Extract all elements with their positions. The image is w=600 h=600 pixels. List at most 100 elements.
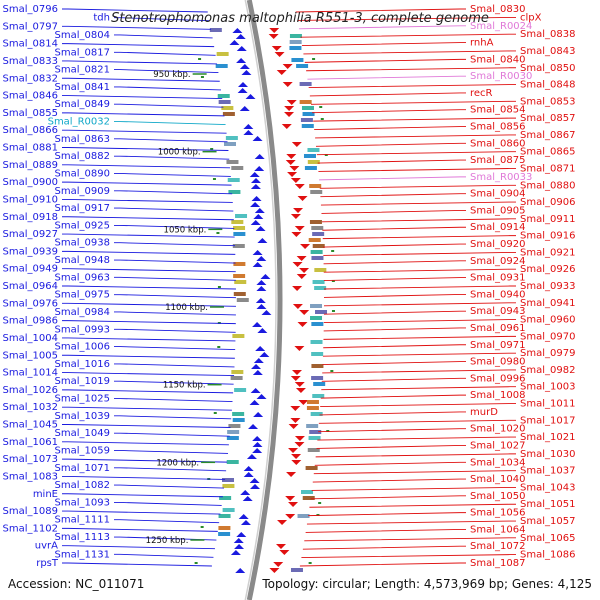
right-strand-feature	[277, 520, 288, 525]
right-label-leader	[320, 193, 466, 198]
left-label-leader	[62, 198, 233, 203]
right-label-leader	[321, 218, 516, 223]
right-gene-label: Smal_1021	[520, 432, 575, 443]
right-block-feature	[312, 244, 325, 248]
right-label-leader	[319, 184, 516, 189]
right-label-leader	[320, 403, 516, 407]
right-gene-label: Smal_1072	[470, 541, 525, 552]
right-block-feature	[289, 40, 302, 44]
left-gene-label: Smal_0939	[3, 246, 58, 257]
left-gene-label: Smal_1045	[3, 420, 58, 431]
right-strand-feature	[291, 460, 302, 465]
scale-tick-label: 1000 kbp.	[158, 148, 201, 158]
right-gene-label: Smal_1017	[520, 415, 575, 426]
right-label-leader	[322, 235, 516, 240]
left-strand-feature	[260, 274, 271, 279]
left-label-leader	[62, 8, 208, 13]
left-label-leader	[62, 129, 227, 134]
left-marker	[212, 178, 216, 180]
right-gene-label: Smal_1003	[520, 382, 575, 393]
right-label-leader	[297, 16, 516, 21]
left-label-leader	[114, 242, 236, 247]
right-strand-feature	[279, 550, 290, 555]
left-label-leader	[62, 510, 221, 515]
right-strand-feature	[276, 70, 287, 75]
right-strand-feature	[297, 322, 308, 327]
right-strand-feature	[294, 346, 305, 351]
left-strand-feature	[253, 214, 264, 219]
left-marker	[198, 58, 202, 60]
right-block-feature	[306, 406, 319, 410]
right-strand-feature	[291, 232, 302, 237]
left-block-feature	[227, 178, 240, 182]
left-gene-label: Smal_1082	[55, 480, 110, 491]
left-label-leader	[114, 415, 232, 420]
right-label-leader	[307, 75, 466, 80]
left-strand-feature	[250, 202, 261, 207]
left-marker	[210, 148, 214, 150]
left-label-leader	[114, 346, 236, 351]
left-block-feature	[222, 112, 235, 116]
right-label-leader	[309, 92, 466, 97]
left-block-feature	[222, 508, 235, 512]
left-strand-feature	[254, 154, 265, 159]
left-label-leader	[62, 372, 235, 377]
left-label-leader	[114, 173, 231, 177]
backbone-arc	[246, 0, 283, 600]
left-block-feature	[218, 514, 231, 518]
right-gene-label: Smal_0943	[470, 306, 525, 317]
left-strand-feature	[255, 298, 266, 303]
left-marker	[217, 346, 221, 348]
right-gene-label: Smal_0865	[520, 147, 575, 158]
right-label-leader	[322, 361, 466, 365]
right-label-leader	[298, 25, 466, 30]
right-marker	[330, 370, 334, 372]
left-gene-label: Smal_0814	[3, 39, 58, 50]
right-label-leader	[301, 42, 466, 47]
left-gene-label: tdh	[93, 13, 110, 24]
right-label-leader	[317, 159, 466, 164]
left-label-leader	[62, 181, 232, 186]
right-block-feature	[307, 148, 320, 152]
right-label-leader	[313, 470, 516, 475]
left-gene-label: Smal_0817	[55, 47, 110, 58]
right-label-leader	[318, 419, 516, 424]
right-label-leader	[309, 503, 516, 508]
left-gene-label: Smal_0846	[3, 91, 58, 102]
left-strand-feature	[243, 130, 254, 135]
left-gene-label: Smal_0948	[55, 255, 110, 266]
right-strand-feature	[285, 160, 296, 165]
left-label-leader	[114, 103, 224, 108]
right-strand-feature	[288, 502, 299, 507]
right-strand-feature	[276, 544, 287, 549]
left-strand-feature	[251, 196, 262, 201]
right-block-feature	[302, 496, 315, 500]
right-strand-feature	[292, 304, 303, 309]
left-label-leader	[114, 138, 228, 143]
right-block-feature	[297, 514, 310, 518]
right-block-feature	[308, 238, 321, 242]
left-label-leader	[114, 519, 220, 524]
right-gene-label: Smal_0996	[470, 373, 525, 384]
left-label-leader	[62, 164, 231, 169]
left-gene-label: Smal_1073	[3, 454, 58, 465]
right-strand-feature	[292, 286, 303, 291]
left-label-leader	[114, 155, 230, 160]
right-label-leader	[323, 310, 466, 315]
right-strand-feature	[294, 436, 305, 441]
left-gene-label: Smal_1019	[55, 376, 110, 387]
right-block-feature	[303, 154, 316, 158]
right-gene-label: Smal_0980	[470, 357, 525, 368]
right-label-leader	[311, 487, 516, 491]
left-block-feature	[226, 460, 239, 464]
right-label-leader	[323, 268, 516, 273]
right-block-feature	[312, 394, 325, 398]
right-label-leader	[299, 562, 466, 567]
left-strand-feature	[252, 442, 263, 447]
left-strand-feature	[243, 124, 254, 129]
left-strand-feature	[245, 94, 256, 99]
left-strand-feature	[242, 496, 253, 501]
left-gene-label: Smal_1111	[55, 515, 110, 526]
right-gene-label: Smal_0830	[470, 4, 525, 15]
right-gene-label: Smal_0856	[470, 122, 525, 133]
